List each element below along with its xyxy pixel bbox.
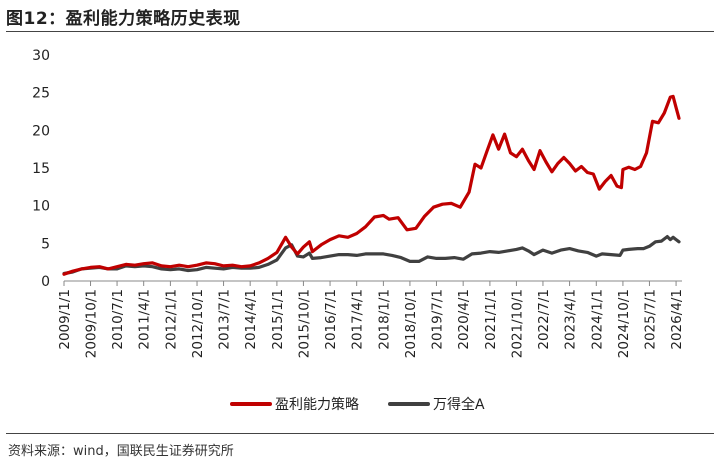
title-rule	[6, 31, 714, 32]
y-tick-label: 20	[32, 123, 50, 139]
y-tick-label: 5	[41, 236, 50, 252]
source-rule	[6, 433, 714, 434]
x-tick-label: 2023/4/1	[563, 289, 579, 350]
x-tick-label: 2021/1/1	[483, 289, 499, 350]
x-tick-label: 2013/7/1	[217, 289, 233, 350]
x-tick-label: 2019/7/1	[429, 289, 445, 350]
x-tick-label: 2026/4/1	[669, 289, 685, 350]
y-axis: 0 5 10 15 20 25 30	[32, 48, 50, 290]
series-line-wind-a	[62, 235, 681, 276]
x-tick-label: 2016/7/1	[323, 289, 339, 350]
series-line-strategy	[62, 94, 681, 276]
x-tick-label: 2018/10/1	[403, 289, 419, 358]
x-tick-label: 2009/1/1	[57, 289, 73, 350]
y-tick-label: 30	[32, 48, 50, 64]
x-tick-label: 2011/4/1	[137, 289, 153, 350]
x-tick-label: 2025/7/1	[642, 289, 658, 350]
x-tick-label: 2012/1/1	[163, 289, 179, 350]
figure-title: 图12：盈利能力策略历史表现	[6, 9, 241, 29]
source-note: 资料来源：wind，国联民生证券研究所	[8, 444, 234, 459]
x-tick-label: 2012/10/1	[190, 289, 206, 358]
x-tick-label: 2010/7/1	[110, 289, 126, 350]
x-axis: 2009/1/1 2009/10/1 2010/7/1 2011/4/1 2012/1/…	[57, 280, 685, 358]
x-tick-label: 2017/4/1	[350, 289, 366, 350]
legend-item-wind-a-label: 万得全A	[433, 396, 485, 413]
x-tick-label: 2024/1/1	[589, 289, 605, 350]
x-tick-label: 2014/4/1	[243, 289, 259, 350]
legend: 盈利能力策略 万得全A	[230, 396, 485, 413]
x-tick-label: 2020/4/1	[456, 289, 472, 350]
x-tick-label: 2018/1/1	[376, 289, 392, 350]
x-tick-label: 2015/1/1	[270, 289, 286, 350]
legend-item-strategy-label: 盈利能力策略	[275, 396, 359, 413]
x-tick-label: 2015/10/1	[296, 289, 312, 358]
x-tick-label: 2022/7/1	[536, 289, 552, 350]
x-tick-label: 2009/10/1	[84, 289, 100, 358]
y-tick-label: 25	[32, 86, 50, 102]
x-tick-label: 2021/10/1	[509, 289, 525, 358]
x-tick-label: 2024/10/1	[616, 289, 632, 358]
series-layer	[62, 94, 681, 276]
y-tick-label: 15	[32, 161, 50, 177]
y-tick-label: 0	[41, 274, 50, 290]
y-tick-label: 10	[32, 199, 50, 215]
